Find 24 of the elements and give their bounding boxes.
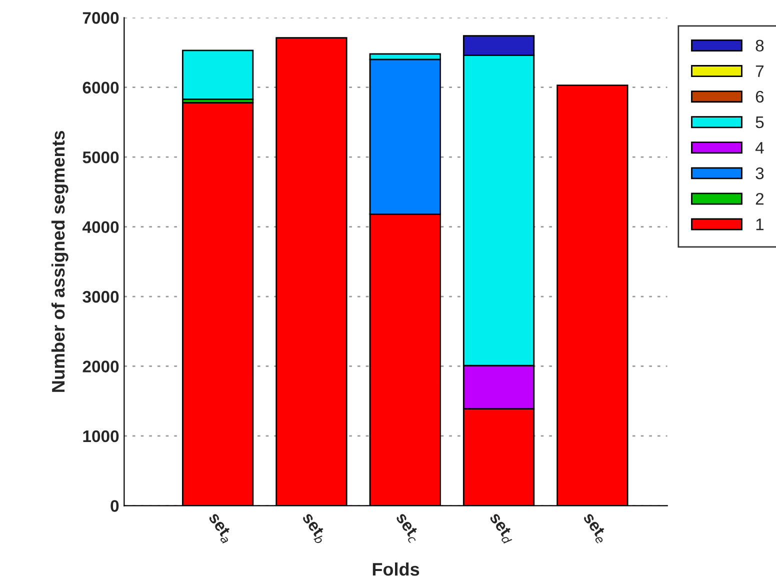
- x-tick-label: set$_{a}$: [206, 512, 234, 544]
- x-tick-label: set$_{d}$: [486, 512, 516, 546]
- y-tick-label: 2000: [82, 360, 119, 372]
- y-tick-label: 0: [110, 500, 119, 512]
- legend-label: 6: [756, 90, 764, 103]
- y-tick-label: 5000: [82, 151, 119, 164]
- y-tick-label: 3000: [82, 290, 119, 303]
- x-tick-label: set$_{b}$: [300, 512, 328, 545]
- legend-label: 2: [756, 192, 764, 205]
- y-tick-label: 4000: [82, 221, 119, 234]
- y-tick-label: 6000: [82, 82, 119, 94]
- y-tick-label: 7000: [82, 12, 119, 24]
- x-tick-label: set$_{c}$: [393, 512, 422, 544]
- y-tick-label: 1000: [83, 430, 119, 442]
- x-tick-label: set$_{e}$: [580, 512, 610, 544]
- legend-label: 4: [755, 142, 764, 154]
- bar: [182, 50, 254, 100]
- x-axis-title: Folds: [372, 562, 420, 576]
- legend-label: 1: [756, 218, 764, 230]
- legend-label: 3: [756, 167, 764, 180]
- legend-label: 8: [756, 40, 764, 52]
- y-axis-title: Number of assigned segments: [51, 130, 68, 392]
- legend-label: 5: [756, 116, 764, 128]
- legend-label: 7: [756, 65, 764, 77]
